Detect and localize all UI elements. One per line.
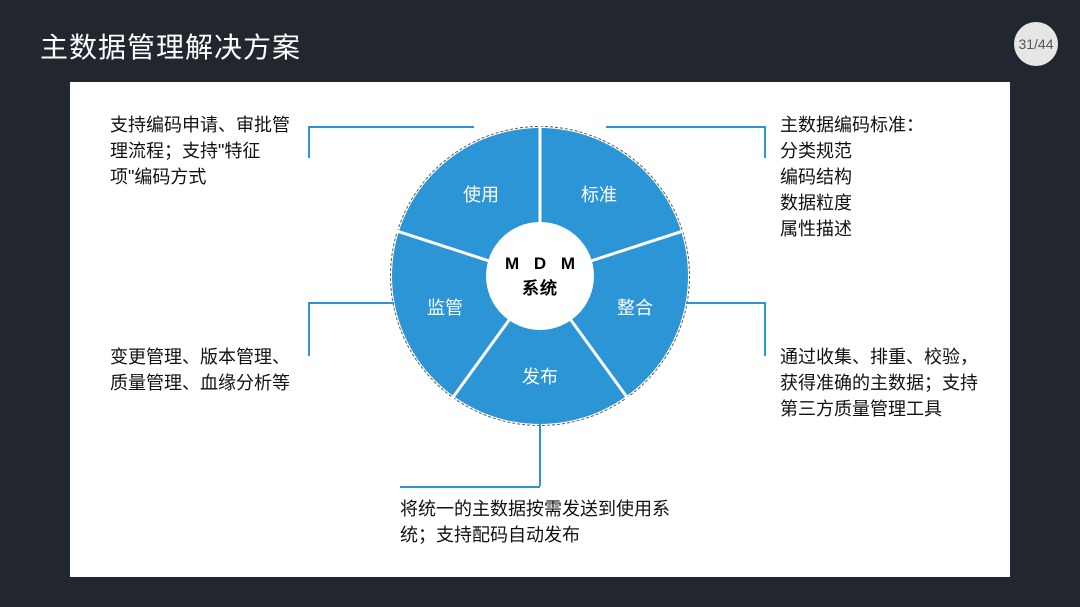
connector — [308, 302, 310, 356]
note-top-left: 支持编码申请、审批管理流程；支持"特征项"编码方式 — [110, 112, 295, 190]
note-bottom-center: 将统一的主数据按需发送到使用系统；支持配码自动发布 — [400, 496, 690, 548]
center-label-1: M D M — [505, 254, 580, 274]
connector — [686, 302, 766, 304]
note-bottom-left: 变更管理、版本管理、质量管理、血缘分析等 — [110, 344, 290, 396]
segment-publish: 发布 — [510, 363, 570, 389]
connector — [308, 126, 310, 158]
center-label-2: 系统 — [522, 274, 558, 299]
segment-standard: 标准 — [569, 181, 629, 207]
connector — [764, 302, 766, 356]
connector — [400, 486, 540, 488]
donut-center: M D M 系统 — [486, 222, 594, 330]
slide-title: 主数据管理解决方案 — [40, 26, 301, 66]
note-bottom-right: 通过收集、排重、校验，获得准确的主数据；支持第三方质量管理工具 — [780, 344, 980, 422]
connector — [764, 126, 766, 158]
connector — [539, 424, 541, 486]
segment-supervise: 监管 — [415, 294, 475, 320]
connector — [308, 302, 394, 304]
segment-use: 使用 — [451, 181, 511, 207]
page-indicator: 31/44 — [1014, 22, 1058, 66]
note-top-right: 主数据编码标准： 分类规范 编码结构 数据粒度 属性描述 — [780, 112, 990, 242]
connector — [606, 126, 764, 128]
donut-chart: M D M 系统 使用 标准 整合 发布 监管 — [392, 128, 688, 424]
segment-integrate: 整合 — [605, 294, 665, 320]
connector — [308, 126, 474, 128]
diagram-canvas: M D M 系统 使用 标准 整合 发布 监管 支持编码申请、审批管理流程；支持… — [70, 82, 1010, 577]
